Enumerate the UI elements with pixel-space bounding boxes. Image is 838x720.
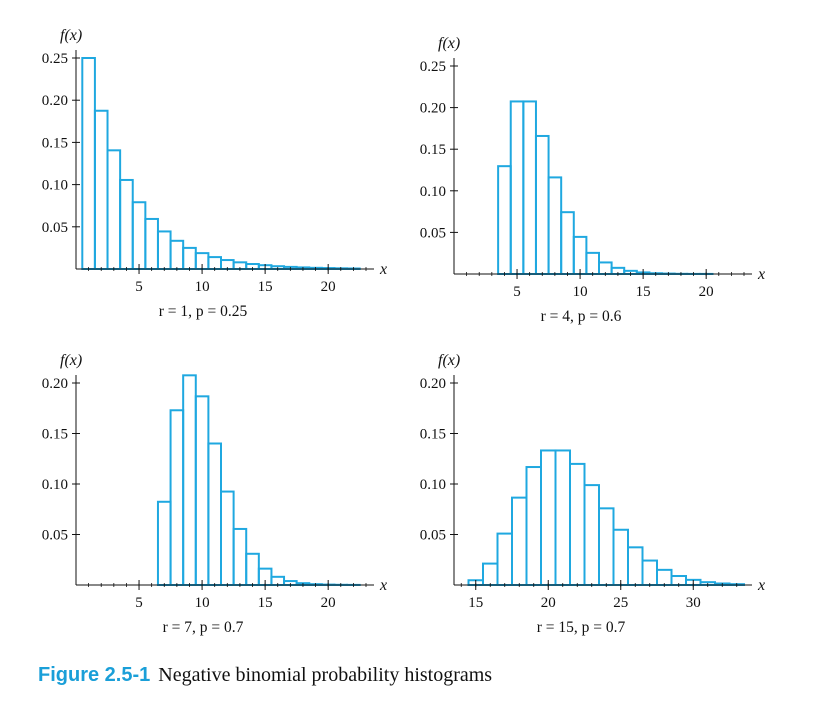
bar-x20 <box>540 449 557 586</box>
x-tick-label: 20 <box>699 284 714 300</box>
bar-x16 <box>482 562 499 587</box>
y-tick-label: 0.20 <box>42 376 68 392</box>
bar-x10 <box>572 235 588 275</box>
bar-x4 <box>119 178 134 271</box>
y-tick-label: 0.05 <box>420 528 446 544</box>
x-tick-label: 5 <box>513 284 521 300</box>
chart-panel-4: 0.05 0.10 0.15 0.20 15 20 25 30 f(x) x r = 15, p =… <box>420 352 765 636</box>
bar-x1 <box>81 57 96 270</box>
bar-x23 <box>583 484 600 586</box>
figure-caption-text: Negative binomial probability histograms <box>158 664 493 686</box>
chart-subtitle: r = 15, p = 0.7 <box>537 619 626 636</box>
bar-x11 <box>585 251 601 275</box>
bar-x12 <box>220 490 235 587</box>
y-tick-label: 0.10 <box>42 477 68 493</box>
bar-x7 <box>156 230 172 271</box>
x-tick-label: 15 <box>258 279 273 295</box>
x-tick-label: 20 <box>321 279 336 295</box>
y-tick-label: 0.20 <box>42 93 68 109</box>
x-axis-title: x <box>379 577 387 594</box>
bar-x24 <box>598 507 615 586</box>
y-tick-label: 0.05 <box>42 220 68 236</box>
y-tick-label: 0.25 <box>42 51 68 67</box>
x-tick-label: 25 <box>613 595 628 611</box>
chart-subtitle: r = 4, p = 0.6 <box>541 308 622 325</box>
chart-panel-3: 0.05 0.10 0.15 0.20 5 10 15 20 f(x) x r = 7, p = 0… <box>42 352 387 636</box>
x-axis-title: x <box>757 266 765 283</box>
bar-x8 <box>169 409 185 586</box>
y-tick-label: 0.20 <box>420 101 446 117</box>
x-tick-label: 10 <box>195 595 210 611</box>
bar-x18 <box>511 496 528 587</box>
bar-x28 <box>656 568 673 586</box>
bar-x4 <box>497 165 512 275</box>
x-axis-title: x <box>757 577 765 594</box>
x-tick-label: 10 <box>573 284 588 300</box>
x-tick-label: 15 <box>258 595 273 611</box>
bar-x9 <box>560 211 575 275</box>
bar-x9 <box>182 374 197 586</box>
y-tick-label: 0.05 <box>42 528 68 544</box>
bar-x27 <box>641 559 658 586</box>
y-tick-label: 0.15 <box>420 142 446 158</box>
y-axis-title: f(x) <box>60 352 82 369</box>
bar-x5 <box>509 100 525 275</box>
y-tick-label: 0.10 <box>42 178 68 194</box>
chart-panel-1: 0.05 0.10 0.15 0.20 0.25 5 10 15 20 f(x) x r = 1, p… <box>42 27 387 320</box>
x-tick-label: 15 <box>636 284 651 300</box>
y-tick-label: 0.15 <box>42 135 68 151</box>
y-tick-label: 0.05 <box>420 225 446 241</box>
bar-x7 <box>156 500 172 586</box>
bar-x10 <box>194 395 210 586</box>
y-axis-title: f(x) <box>60 27 82 44</box>
x-tick-label: 20 <box>541 595 556 611</box>
bar-x11 <box>207 442 222 586</box>
bar-x25 <box>612 528 629 586</box>
y-tick-label: 0.15 <box>420 427 446 443</box>
bar-x14 <box>245 552 260 586</box>
x-tick-label: 15 <box>468 595 483 611</box>
bar-x5 <box>131 201 147 271</box>
x-tick-label: 5 <box>135 279 143 295</box>
y-tick-label: 0.15 <box>42 427 68 443</box>
bar-x9 <box>182 246 197 270</box>
bar-x17 <box>496 532 513 587</box>
bar-x8 <box>169 239 185 270</box>
figure-label: Figure 2.5-1 <box>38 664 151 686</box>
bar-x26 <box>627 546 644 587</box>
y-axis-title: f(x) <box>438 35 460 52</box>
bar-x2 <box>93 109 109 270</box>
chart-panel-2: 0.05 0.10 0.15 0.20 0.25 5 10 15 20 f(x) x r = 4, p… <box>420 35 765 325</box>
x-tick-label: 5 <box>135 595 143 611</box>
bar-x6 <box>522 100 537 275</box>
bar-x19 <box>525 466 542 586</box>
bar-x8 <box>547 176 563 275</box>
bar-x3 <box>106 149 122 270</box>
bar-x21 <box>554 449 571 586</box>
figure-caption: Figure 2.5-1 Negative binomial probabilit… <box>38 664 828 687</box>
y-tick-label: 0.20 <box>420 376 446 392</box>
chart-subtitle: r = 7, p = 0.7 <box>163 619 244 636</box>
y-tick-label: 0.10 <box>420 477 446 493</box>
bar-x13 <box>232 527 248 587</box>
x-axis-title: x <box>379 261 387 278</box>
bar-x6 <box>144 217 159 270</box>
x-tick-label: 20 <box>321 595 336 611</box>
x-tick-label: 10 <box>195 279 210 295</box>
y-axis-title: f(x) <box>438 352 460 369</box>
x-tick-label: 30 <box>686 595 701 611</box>
bar-x7 <box>534 134 550 275</box>
bar-x22 <box>569 462 586 586</box>
y-tick-label: 0.10 <box>420 184 446 200</box>
chart-subtitle: r = 1, p = 0.25 <box>159 303 248 320</box>
y-tick-label: 0.25 <box>420 59 446 75</box>
